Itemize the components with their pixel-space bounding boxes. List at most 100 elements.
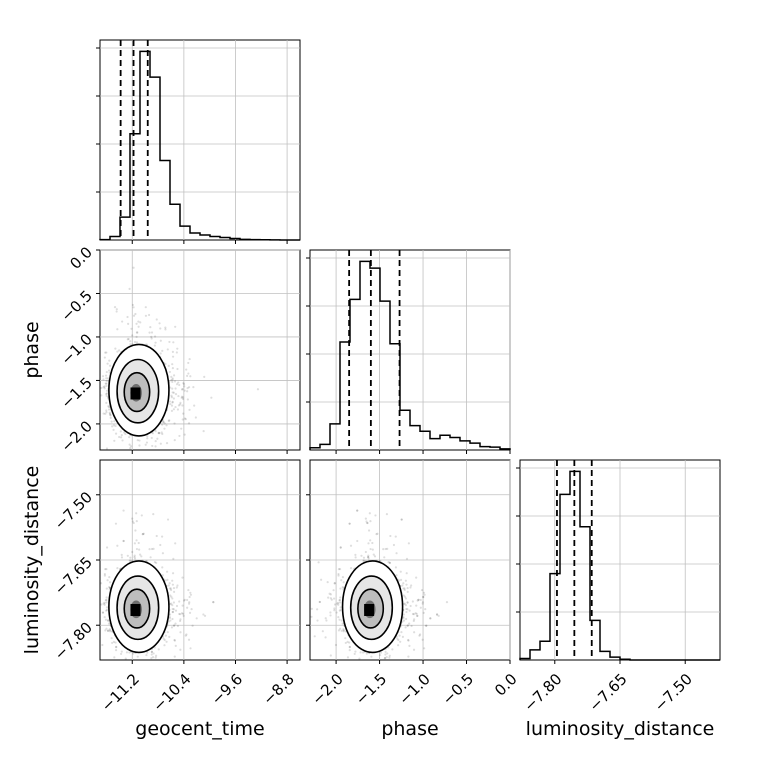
scatter-point (148, 548, 151, 551)
x-axis-label: geocent_time (135, 718, 264, 740)
scatter-point (153, 344, 156, 347)
scatter-point (187, 386, 191, 389)
scatter-point (364, 550, 367, 554)
scatter-point (383, 657, 387, 660)
scatter-point (107, 619, 110, 622)
scatter-point (187, 422, 191, 425)
scatter-point (337, 601, 340, 604)
scatter-point (171, 617, 174, 621)
scatter-point (356, 509, 359, 512)
scatter-point (181, 396, 185, 399)
scatter-point (338, 598, 342, 602)
scatter-point (339, 546, 342, 549)
scatter-point (187, 588, 190, 592)
scatter-point (186, 390, 189, 393)
scatter-point (105, 393, 108, 396)
scatter-point (152, 547, 155, 550)
scatter-point (167, 364, 170, 367)
scatter-point (342, 629, 345, 632)
scatter-point (146, 435, 149, 438)
scatter-point (329, 597, 332, 600)
scatter-point (135, 331, 139, 334)
scatter-point (339, 627, 342, 630)
scatter-point (421, 601, 425, 604)
scatter-point (364, 517, 367, 520)
scatter-point (416, 614, 419, 617)
scatter-point (418, 634, 421, 637)
scatter-point (109, 629, 112, 632)
scatter-point (113, 656, 116, 659)
scatter-point (326, 581, 329, 584)
scatter-point (154, 439, 157, 443)
scatter-point (112, 428, 115, 431)
scatter-point (398, 634, 401, 637)
scatter-point (171, 400, 174, 404)
scatter-point (186, 387, 189, 390)
scatter-point (402, 582, 405, 585)
x-tick-label: −11.2 (98, 670, 143, 715)
scatter-point (402, 594, 405, 597)
scatter-point (202, 613, 205, 616)
scatter-point (256, 388, 260, 391)
scatter-point (104, 351, 107, 354)
scatter-point (423, 647, 426, 650)
scatter-point (100, 394, 103, 397)
scatter-point (162, 637, 165, 640)
scatter-point (105, 601, 108, 604)
scatter-point (140, 514, 143, 517)
scatter-point (170, 379, 173, 382)
scatter-point (178, 383, 181, 387)
scatter-point (133, 340, 137, 344)
scatter-point (120, 650, 123, 653)
scatter-point (140, 555, 143, 558)
scatter-point (405, 610, 408, 614)
scatter-point (183, 389, 186, 392)
x-tick-label: 0.0 (491, 670, 521, 700)
scatter-point (188, 601, 191, 604)
scatter-point (404, 597, 408, 600)
scatter-point (146, 651, 149, 654)
scatter-point (105, 567, 108, 571)
scatter-point (171, 610, 174, 614)
scatter-point (329, 593, 332, 596)
grid-lines (100, 249, 300, 450)
x-tick-label: −1.0 (395, 670, 433, 708)
scatter-point (132, 314, 136, 317)
scatter-point (340, 619, 343, 622)
scatter-point (172, 341, 175, 344)
scatter-point (405, 583, 408, 586)
scatter-point (412, 648, 416, 651)
scatter-point (415, 576, 418, 579)
scatter-point (124, 657, 127, 660)
scatter-point (131, 303, 134, 307)
scatter-point (405, 617, 408, 621)
scatter-point (445, 601, 449, 604)
scatter-point (325, 619, 328, 622)
scatter-point (191, 624, 194, 627)
scatter-point (179, 613, 182, 616)
scatter-point (178, 600, 181, 603)
scatter-point (126, 338, 129, 341)
scatter-point (418, 633, 422, 636)
scatter-point (332, 589, 335, 592)
scatter-point (173, 438, 176, 442)
scatter-point (400, 631, 403, 634)
scatter-point (101, 375, 105, 378)
scatter-point (105, 394, 108, 397)
scatter-point (172, 391, 175, 394)
scatter-point (171, 597, 174, 600)
scatter-point (366, 521, 369, 525)
scatter-point (108, 413, 112, 416)
scatter-point (174, 405, 177, 409)
scatter-point (150, 335, 153, 338)
scatter-point (171, 378, 174, 381)
histogram-step-geocent_time (99, 50, 300, 241)
scatter-point (164, 362, 167, 366)
scatter-point (131, 517, 134, 520)
scatter-point (371, 548, 374, 551)
scatter-point (189, 591, 192, 594)
scatter-point (104, 412, 107, 415)
scatter-point (417, 598, 420, 601)
scatter-point (103, 356, 106, 359)
scatter-point (105, 389, 109, 392)
